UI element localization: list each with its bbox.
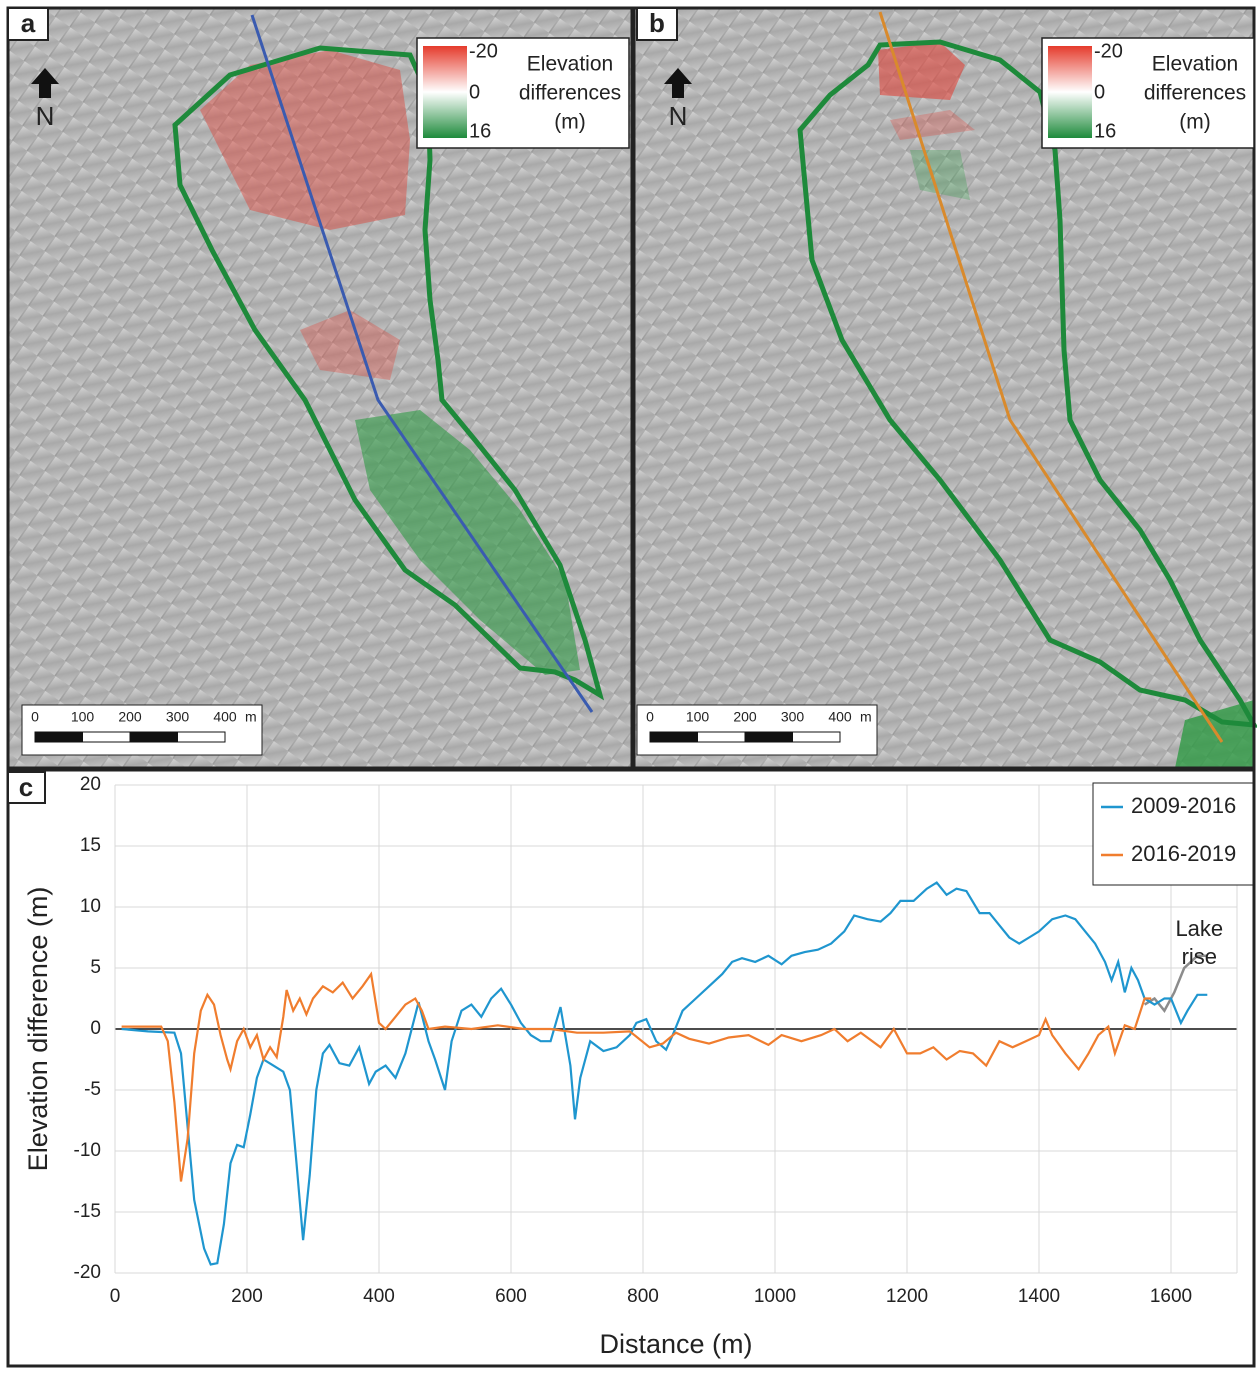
x-tick-label: 1200 — [886, 1286, 928, 1307]
legend-title: Elevation — [1152, 53, 1238, 76]
y-tick-label: -5 — [84, 1079, 101, 1100]
panel-border — [6, 6, 634, 770]
annotation-line — [1143, 954, 1208, 1013]
scale-segment — [129, 731, 178, 743]
profile-line — [250, 14, 594, 713]
north-label: N — [669, 101, 688, 131]
loss-area — [890, 110, 975, 140]
panel-border — [6, 768, 1256, 1368]
x-tick-label: 800 — [627, 1286, 659, 1307]
y-axis-title: Elevation difference (m) — [23, 887, 53, 1172]
scale-segment — [177, 731, 226, 743]
legend-tick: 0 — [1094, 81, 1105, 103]
loss-area — [200, 50, 410, 230]
legend-title: differences — [519, 82, 621, 105]
legend-tick: 16 — [1094, 120, 1116, 142]
panel-label-box — [636, 7, 678, 41]
scale-tick: 0 — [31, 709, 39, 725]
color-ramp — [423, 46, 467, 138]
scale-tick: 400 — [213, 709, 237, 725]
panel-label-box — [7, 771, 46, 804]
panel-label-box — [7, 7, 49, 41]
legend-label: 2016-2019 — [1131, 841, 1236, 866]
legend-box — [1092, 782, 1254, 886]
legend-title: Elevation — [527, 53, 613, 76]
panel-label: b — [649, 8, 665, 38]
north-arrow — [31, 68, 59, 98]
annotation-text: Lake — [1175, 916, 1223, 941]
gain-area — [355, 410, 580, 675]
scale-tick: 300 — [781, 709, 805, 725]
x-tick-label: 600 — [495, 1286, 527, 1307]
scale-segment — [697, 731, 746, 743]
panel-border — [632, 6, 1256, 770]
y-tick-label: 10 — [80, 896, 101, 917]
scale-tick: 200 — [118, 709, 142, 725]
y-tick-label: -20 — [74, 1262, 101, 1283]
scale-segment — [744, 731, 793, 743]
x-axis-title: Distance (m) — [599, 1329, 752, 1359]
legend-tick: 0 — [469, 81, 480, 103]
scale-tick: 0 — [646, 709, 654, 725]
y-tick-label: 20 — [80, 774, 101, 795]
legend-title: (m) — [554, 111, 585, 134]
legend-tick: -20 — [1094, 40, 1123, 62]
gain-area — [910, 150, 970, 200]
legend-label: 2009-2016 — [1131, 793, 1236, 818]
scale-tick: 300 — [166, 709, 190, 725]
north-label: N — [36, 101, 55, 131]
scale-box — [21, 704, 263, 756]
legend-tick: -20 — [469, 40, 498, 62]
lake — [1175, 700, 1254, 768]
annotation-text: rise — [1182, 944, 1217, 969]
north-arrow — [664, 68, 692, 98]
legend-title: differences — [1144, 82, 1246, 105]
landslide-outline — [797, 39, 1257, 728]
panel-label: c — [19, 772, 33, 802]
y-tick-label: -10 — [74, 1140, 101, 1161]
x-tick-label: 1400 — [1018, 1286, 1060, 1307]
scale-unit: m — [860, 709, 872, 725]
scale-tick: 400 — [828, 709, 852, 725]
legend-title: (m) — [1179, 111, 1210, 134]
series-line — [121, 971, 1152, 1182]
panel-label: a — [21, 8, 36, 38]
scale-segment — [649, 731, 698, 743]
x-tick-label: 1000 — [754, 1286, 796, 1307]
x-tick-label: 400 — [363, 1286, 395, 1307]
x-tick-label: 1600 — [1150, 1286, 1192, 1307]
series-line — [121, 881, 1208, 1266]
scale-segment — [82, 731, 131, 743]
x-tick-label: 200 — [231, 1286, 263, 1307]
scale-box — [636, 704, 878, 756]
scale-unit: m — [245, 709, 257, 725]
y-tick-label: 0 — [90, 1018, 101, 1039]
scale-segment — [34, 731, 83, 743]
y-tick-label: 5 — [90, 957, 101, 978]
scale-tick: 200 — [733, 709, 757, 725]
x-tick-label: 0 — [110, 1286, 121, 1307]
legend-tick: 16 — [469, 120, 491, 142]
y-tick-label: -15 — [74, 1201, 101, 1222]
scale-tick: 100 — [71, 709, 95, 725]
loss-area — [878, 42, 965, 100]
y-tick-label: 15 — [80, 835, 101, 856]
profile-line — [878, 11, 1224, 743]
scale-segment — [792, 731, 841, 743]
scale-tick: 100 — [686, 709, 710, 725]
color-ramp — [1048, 46, 1092, 138]
loss-area — [300, 310, 400, 380]
